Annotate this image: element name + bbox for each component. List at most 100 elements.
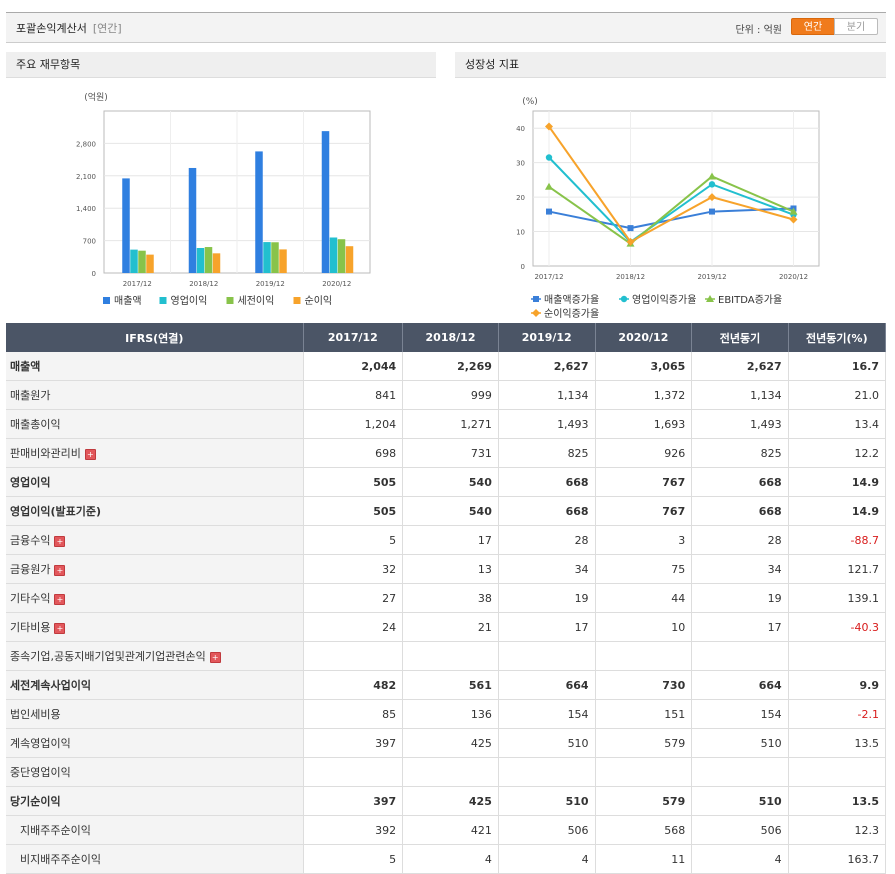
row-label-text: 중단영업이익	[10, 766, 71, 779]
table-cell: 13	[402, 554, 499, 584]
growth-indicators-panel: 성장성 지표 (%) 0 10 20 30 40 2017/12 2018/12 2019/12…	[455, 52, 886, 320]
table-cell: 505	[303, 467, 404, 497]
line-x-tick-label: 2018/12	[616, 273, 645, 281]
table-cell: 540	[402, 467, 499, 497]
table-cell: 121.7	[788, 554, 887, 584]
period-subtitle: [연간]	[92, 22, 122, 35]
row-label-text: 금융수익	[10, 534, 51, 547]
bar-y-tick-label: 1,400	[76, 205, 96, 213]
row-label: 판매비와관리비 +	[6, 438, 304, 468]
table-cell	[595, 641, 693, 671]
table-cell: 5	[303, 844, 404, 874]
table-cell: 10	[595, 612, 693, 642]
table-cell: 664	[691, 670, 789, 700]
table-header-row: IFRS(연결) 2017/12 2018/12 2019/12 2020/12 전년동기…	[6, 323, 887, 352]
table-cell	[402, 641, 499, 671]
table-row: 당기순이익 397 425 510 579 510 13.5	[6, 786, 887, 816]
bar-3-0	[146, 254, 154, 273]
table-cell: 139.1	[788, 583, 887, 613]
expand-plus-icon[interactable]: +	[54, 593, 66, 605]
table-cell: 13.4	[788, 409, 887, 439]
row-label-text: 지배주주순이익	[20, 824, 91, 837]
table-cell: 136	[402, 699, 499, 729]
row-label: 금융원가 +	[6, 554, 304, 584]
table-row: 비지배주주순이익 5 4 4 11 4 163.7	[6, 844, 887, 874]
table-cell: 568	[595, 815, 693, 845]
bar-2-2	[271, 242, 279, 273]
table-cell: 1,134	[691, 380, 789, 410]
key-financials-title: 주요 재무항목	[6, 52, 436, 78]
expand-plus-icon[interactable]: +	[209, 651, 221, 663]
line-y-tick-label: 0	[521, 263, 525, 271]
line-point-3-1	[626, 237, 635, 246]
quarter-toggle-button[interactable]: 분기	[834, 18, 878, 35]
line-point-3-3	[789, 215, 798, 224]
line-x-tick-label: 2020/12	[779, 273, 808, 281]
column-header[interactable]: 2020/12	[595, 323, 693, 352]
line-x-tick-label: 2019/12	[697, 273, 726, 281]
table-cell: 1,271	[402, 409, 499, 439]
growth-indicators-line-chart: (%) 0 10 20 30 40 2017/12 2018/12 2019/12 2020/12…	[516, 97, 820, 320]
table-cell: 19	[691, 583, 789, 613]
table-cell: 668	[691, 467, 789, 497]
bar-1-3	[329, 237, 338, 273]
expand-plus-icon[interactable]: +	[54, 622, 66, 634]
table-cell	[303, 641, 404, 671]
column-header[interactable]: 2017/12	[303, 323, 404, 352]
column-header[interactable]: 전년동기	[691, 323, 789, 352]
table-row: 매출원가 841 999 1,134 1,372 1,134 21.0	[6, 380, 887, 410]
line-point-2-2	[708, 172, 716, 180]
bar-0-3	[321, 131, 330, 273]
table-cell: 397	[303, 786, 404, 816]
table-cell: 21	[402, 612, 499, 642]
bar-legend-label: 세전이익	[238, 295, 275, 307]
expand-plus-icon[interactable]: +	[84, 448, 96, 460]
bar-legend-swatch	[226, 297, 234, 304]
table-cell: 841	[303, 380, 404, 410]
line-plot-area	[532, 110, 820, 267]
table-cell: 38	[402, 583, 499, 613]
table-cell: 392	[303, 815, 404, 845]
table-cell: 75	[595, 554, 693, 584]
bar-y-tick-label: 2,800	[76, 140, 96, 148]
row-label: 법인세비용	[6, 699, 304, 729]
row-label-text: 매출원가	[10, 389, 51, 402]
row-label: 지배주주순이익	[6, 815, 304, 845]
table-cell	[303, 757, 404, 787]
table-cell: 505	[303, 496, 404, 526]
line-series-3	[548, 125, 794, 244]
growth-indicators-title: 성장성 지표	[455, 52, 886, 78]
table-cell: 163.7	[788, 844, 887, 874]
table-cell: 664	[498, 670, 596, 700]
line-point-2-3	[789, 207, 798, 215]
line-legend-label: 순이익증가율	[544, 308, 599, 318]
table-cell: 19	[498, 583, 596, 613]
line-point-3-0	[545, 122, 553, 131]
row-label: 중단영업이익	[6, 757, 304, 787]
line-x-tick-label: 2017/12	[534, 273, 563, 281]
table-row: 금융원가 +32 13 34 75 34 121.7	[6, 554, 887, 584]
table-cell: 13.5	[788, 786, 887, 816]
table-cell: -2.1	[788, 699, 887, 729]
column-header[interactable]: 2019/12	[498, 323, 596, 352]
line-legend-label: 매출액증가율	[544, 294, 599, 306]
line-y-tick-label: 40	[516, 125, 525, 133]
column-header[interactable]: 2018/12	[402, 323, 499, 352]
line-point-0-0	[546, 208, 552, 215]
bar-legend-swatch	[159, 297, 167, 304]
table-cell: 16.7	[788, 352, 887, 381]
line-point-1-2	[708, 181, 716, 188]
column-header[interactable]: 전년동기(%)	[788, 323, 887, 352]
row-label-text: 기타비용	[10, 621, 51, 634]
line-y-tick-label: 30	[516, 160, 525, 168]
table-cell: 34	[691, 554, 789, 584]
row-label-text: 계속영업이익	[10, 737, 71, 750]
table-row: 종속기업,공동지배기업및관계기업관련손익 +	[6, 641, 887, 671]
expand-plus-icon[interactable]: +	[54, 535, 66, 547]
row-label: 종속기업,공동지배기업및관계기업관련손익 +	[6, 641, 304, 671]
expand-plus-icon[interactable]: +	[54, 564, 66, 576]
table-cell: 32	[303, 554, 404, 584]
annual-toggle-button[interactable]: 연간	[791, 18, 835, 35]
statement-title-text: 포괄손익계산서	[16, 22, 87, 35]
table-cell	[595, 757, 693, 787]
